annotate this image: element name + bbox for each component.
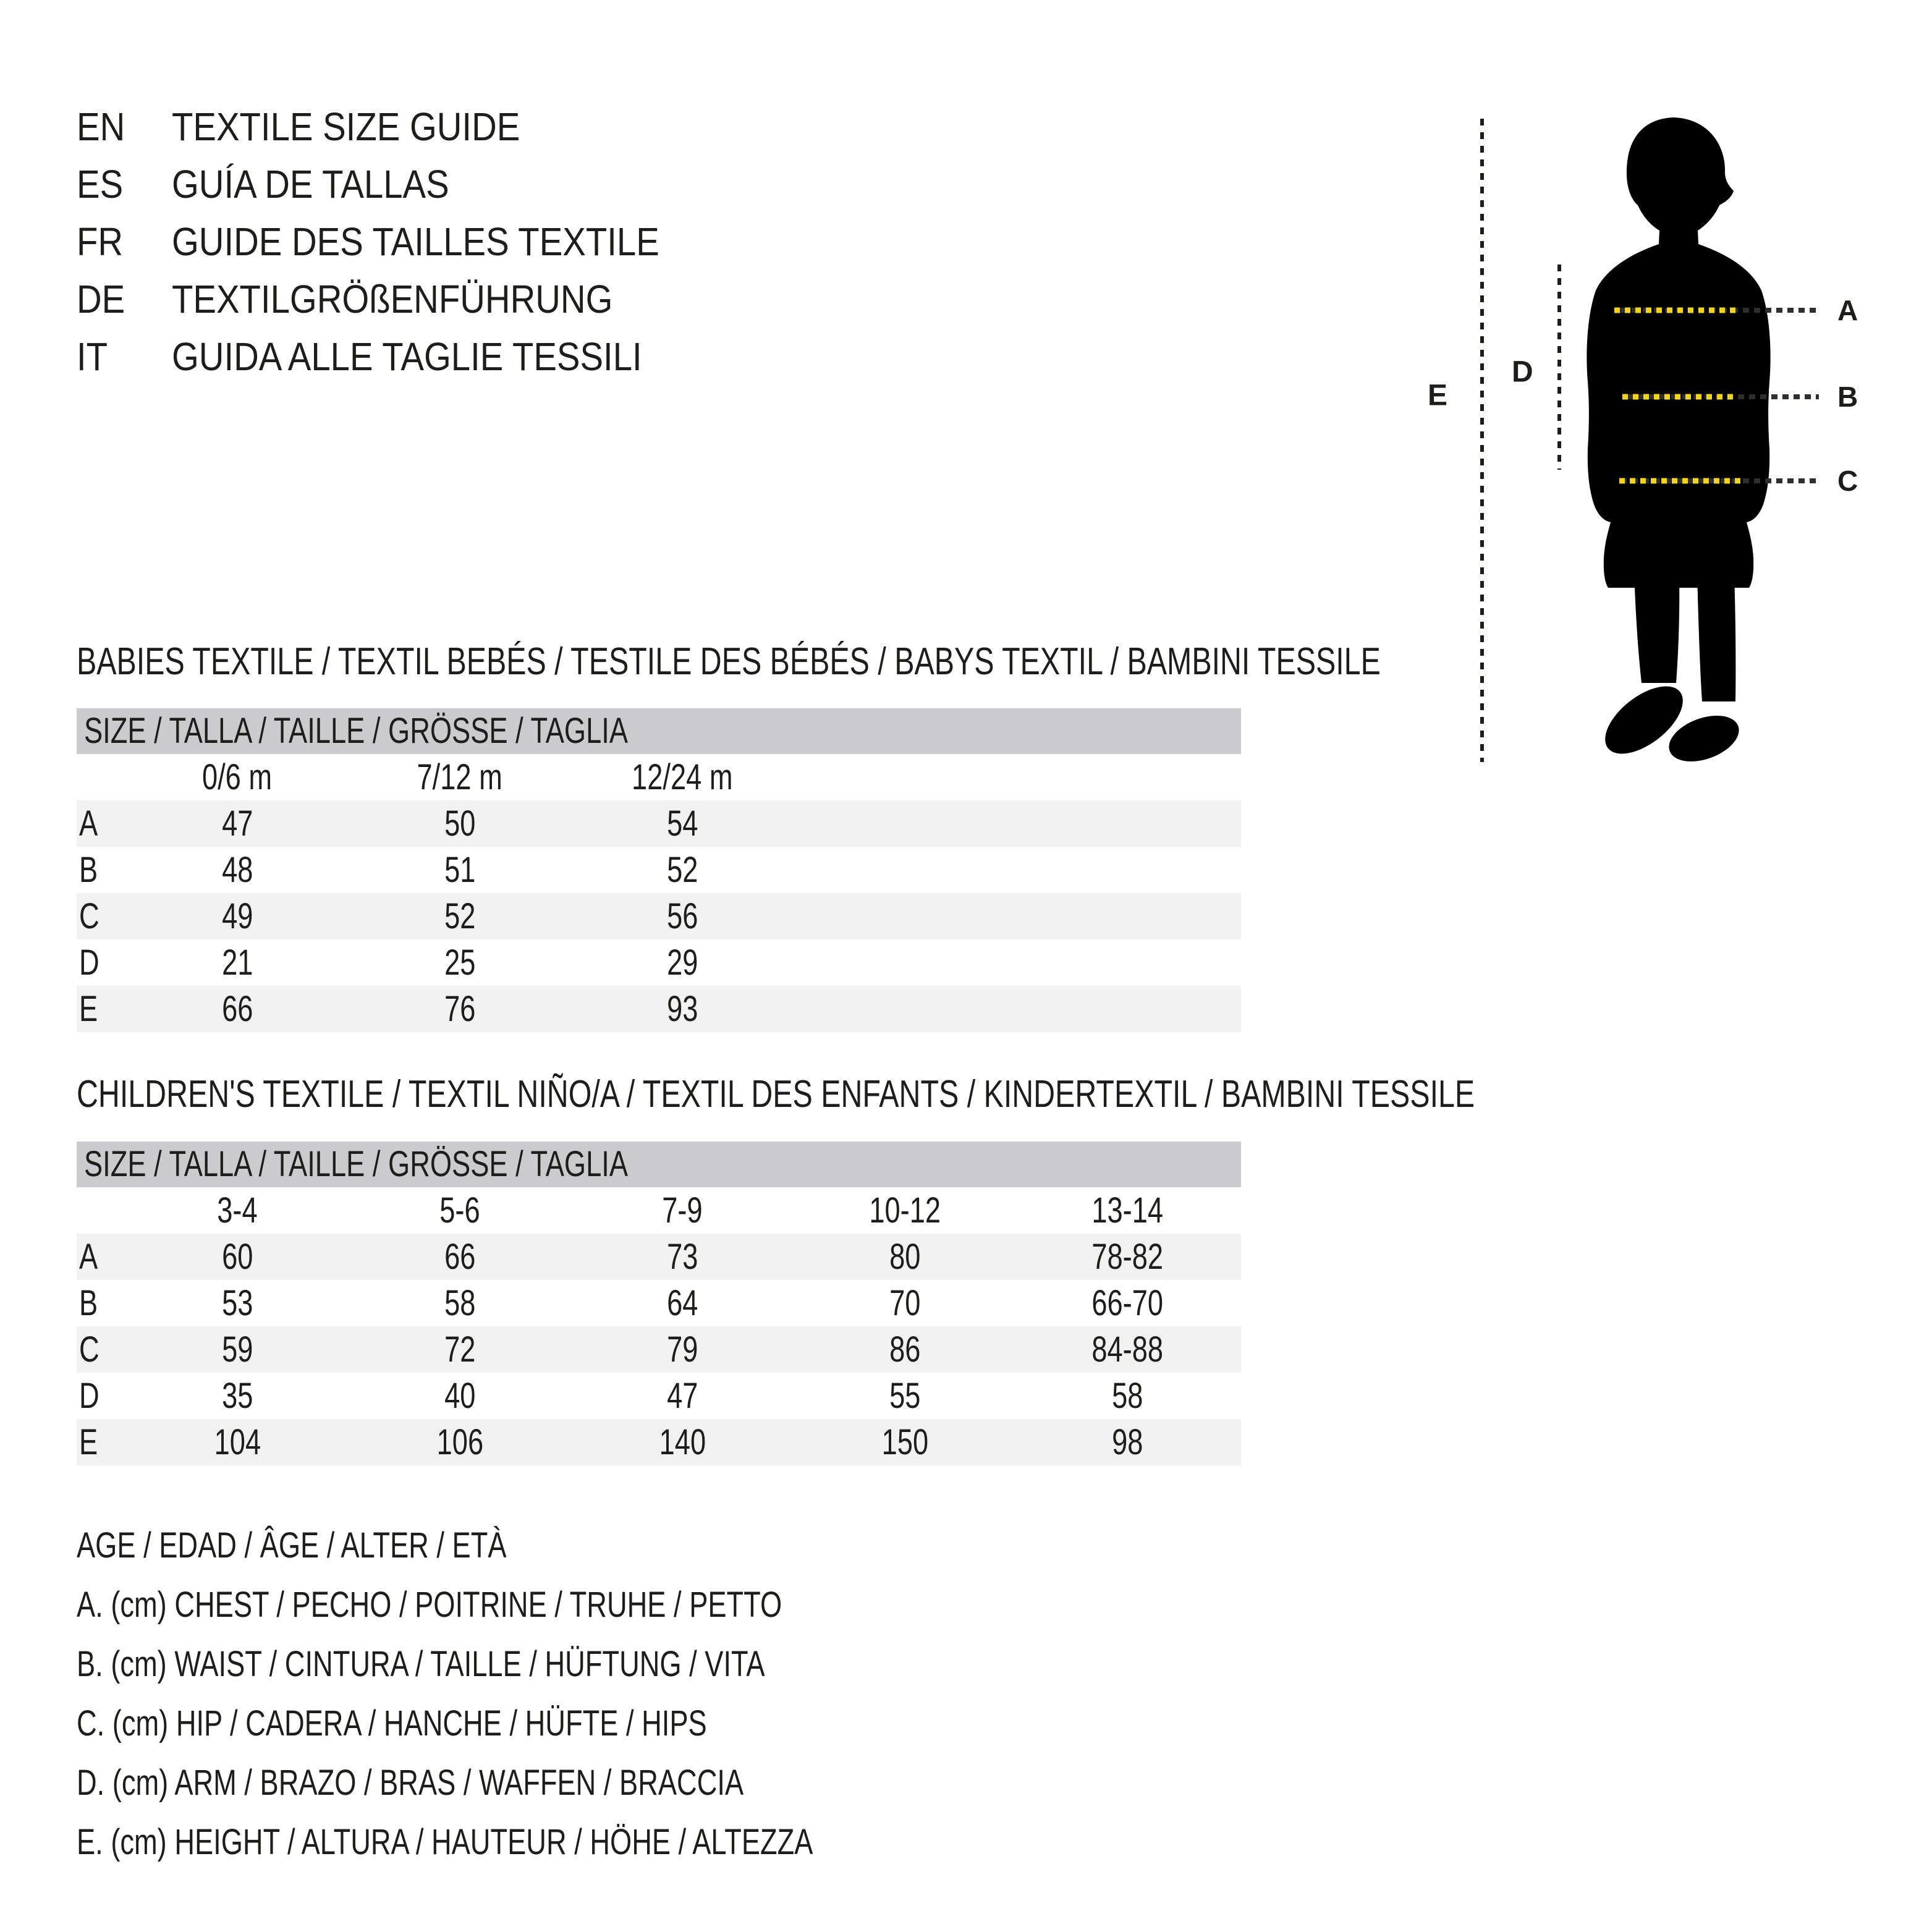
row-label: B — [79, 1283, 98, 1323]
children-col-header: 13-14 — [1091, 1190, 1163, 1231]
children-col-header: 3-4 — [217, 1190, 258, 1231]
children-col-header: 7-9 — [662, 1190, 703, 1231]
left-shoe — [1605, 686, 1683, 754]
legend-height-line: E. (cm) HEIGHT / ALTURA / HAUTEUR / HÖHE… — [77, 1822, 813, 1862]
children-column-header-row: 3-4 5-6 7-9 10-12 13-14 — [77, 1187, 1241, 1234]
table-row: B 53 58 64 70 66-70 — [77, 1280, 1241, 1326]
table-row: C 49 52 56 — [77, 893, 1241, 939]
language-header: EN TEXTILE SIZE GUIDE ES GUÍA DE TALLAS … — [77, 98, 726, 385]
row-label: E — [79, 989, 98, 1029]
row-label: D — [79, 943, 100, 983]
children-col-header: 10-12 — [869, 1190, 941, 1231]
right-leg — [1697, 575, 1736, 701]
row-label: C — [79, 896, 100, 936]
lang-code: ES — [77, 161, 124, 206]
table-row: C 59 72 79 86 84-88 — [77, 1326, 1241, 1373]
lang-code: DE — [77, 276, 125, 321]
measure-label-A: A — [1837, 294, 1858, 326]
lang-title: TEXTILE SIZE GUIDE — [172, 104, 520, 149]
left-leg — [1634, 575, 1680, 683]
babies-section-title: BABIES TEXTILE / TEXTIL BEBÉS / TESTILE … — [77, 640, 1381, 683]
babies-size-header-text: SIZE / TALLA / TAILLE / GRÖSSE / TAGLIA — [84, 711, 629, 751]
babies-col-header: 7/12 m — [417, 757, 503, 797]
measurement-legend: AGE / EDAD / ÂGE / ALTER / ETÀ A. (cm) C… — [77, 1516, 1021, 1872]
lang-title: GUIDE DES TAILLES TEXTILE — [172, 219, 659, 264]
row-label: D — [79, 1376, 100, 1416]
legend-arm-line: D. (cm) ARM / BRAZO / BRAS / WAFFEN / BR… — [77, 1763, 744, 1803]
lang-title: GUIDA ALLE TAGLIE TESSILI — [172, 334, 642, 379]
children-size-table: 3-4 5-6 7-9 10-12 13-14 A 60 66 73 80 78… — [77, 1187, 1241, 1465]
lang-title: GUÍA DE TALLAS — [172, 161, 449, 206]
right-shoe — [1669, 716, 1739, 761]
lang-row-fr: FR GUIDE DES TAILLES TEXTILE — [77, 213, 726, 270]
lang-row-es: ES GUÍA DE TALLAS — [77, 155, 726, 213]
babies-size-header-bar: SIZE / TALLA / TAILLE / GRÖSSE / TAGLIA — [77, 708, 1241, 754]
measure-label-D: D — [1512, 356, 1533, 389]
children-col-header: 5-6 — [439, 1190, 480, 1231]
babies-col-header: 0/6 m — [202, 757, 273, 797]
table-row: E 66 76 93 — [77, 986, 1241, 1032]
table-row: D 21 25 29 — [77, 939, 1241, 986]
lang-row-it: IT GUIDA ALLE TAGLIE TESSILI — [77, 328, 726, 385]
row-label: A — [79, 803, 98, 844]
table-row: B 48 51 52 — [77, 847, 1241, 893]
table-row: A 60 66 73 80 78-82 — [77, 1234, 1241, 1280]
lang-code: FR — [77, 219, 124, 264]
lang-code: EN — [77, 104, 125, 149]
row-label: A — [79, 1237, 98, 1277]
measure-label-E: E — [1428, 379, 1447, 412]
row-label: C — [79, 1329, 100, 1370]
row-label: E — [79, 1422, 98, 1462]
measurement-figure: A B C D E — [1428, 117, 1858, 762]
children-size-header-bar: SIZE / TALLA / TAILLE / GRÖSSE / TAGLIA — [77, 1142, 1241, 1187]
legend-hip-line: C. (cm) HIP / CADERA / HANCHE / HÜFTE / … — [77, 1703, 707, 1743]
lang-title: TEXTILGRÖßENFÜHRUNG — [172, 276, 613, 321]
children-section-title: CHILDREN'S TEXTILE / TEXTIL NIÑO/A / TEX… — [77, 1073, 1475, 1116]
measure-label-B: B — [1837, 381, 1858, 413]
lang-row-de: DE TEXTILGRÖßENFÜHRUNG — [77, 270, 726, 328]
babies-col-header: 12/24 m — [632, 757, 733, 797]
child-silhouette — [1587, 117, 1771, 761]
children-size-header-text: SIZE / TALLA / TAILLE / GRÖSSE / TAGLIA — [84, 1144, 629, 1184]
babies-size-table: 0/6 m 7/12 m 12/24 m A 47 50 54 B 48 51 … — [77, 754, 1241, 1032]
lang-code: IT — [77, 334, 108, 379]
table-row: E 104 106 140 150 98 — [77, 1419, 1241, 1465]
table-row: A 47 50 54 — [77, 800, 1241, 847]
table-row: D 35 40 47 55 58 — [77, 1373, 1241, 1419]
lang-row-en: EN TEXTILE SIZE GUIDE — [77, 98, 726, 155]
babies-column-header-row: 0/6 m 7/12 m 12/24 m — [77, 754, 1241, 800]
measure-label-C: C — [1837, 465, 1858, 497]
row-label: B — [79, 850, 98, 890]
legend-chest-line: A. (cm) CHEST / PECHO / POITRINE / TRUHE… — [77, 1585, 782, 1625]
legend-age-line: AGE / EDAD / ÂGE / ALTER / ETÀ — [77, 1525, 507, 1566]
legend-waist-line: B. (cm) WAIST / CINTURA / TAILLE / HÜFTU… — [77, 1644, 765, 1684]
